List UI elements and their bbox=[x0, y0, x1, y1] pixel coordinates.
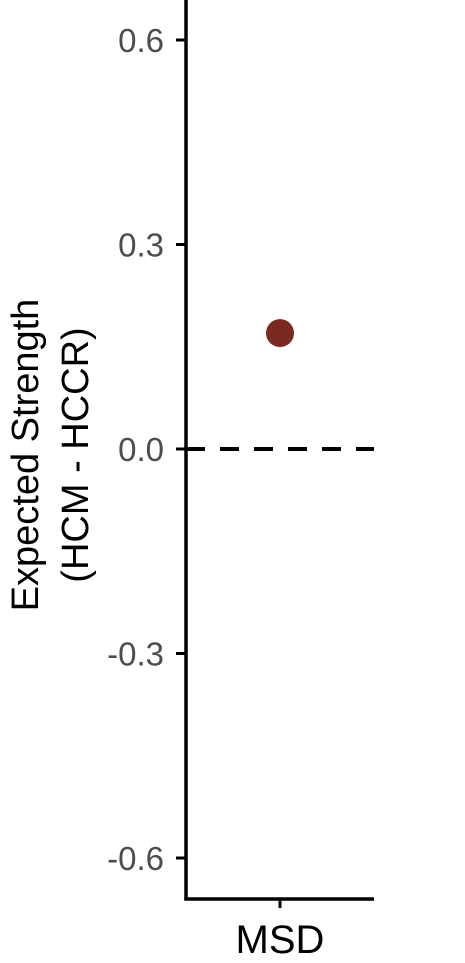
y-axis-title-line1: Expected Strength bbox=[5, 299, 47, 612]
plot-layer: 0.6 0.3 0.0 -0.3 -0.6 MSD bbox=[107, 0, 374, 962]
y-tick-label: 0.3 bbox=[118, 227, 164, 264]
y-tick-label: -0.3 bbox=[107, 636, 164, 673]
y-tick-label: -0.6 bbox=[107, 840, 164, 877]
y-tick-label: 0.6 bbox=[118, 22, 164, 59]
y-axis-title-line2: (HCM - HCCR) bbox=[55, 327, 97, 582]
y-axis-title: Expected Strength (HCM - HCCR) bbox=[5, 299, 97, 612]
data-point bbox=[266, 319, 294, 347]
x-tick-label: MSD bbox=[236, 918, 325, 962]
y-tick-label: 0.0 bbox=[118, 431, 164, 468]
